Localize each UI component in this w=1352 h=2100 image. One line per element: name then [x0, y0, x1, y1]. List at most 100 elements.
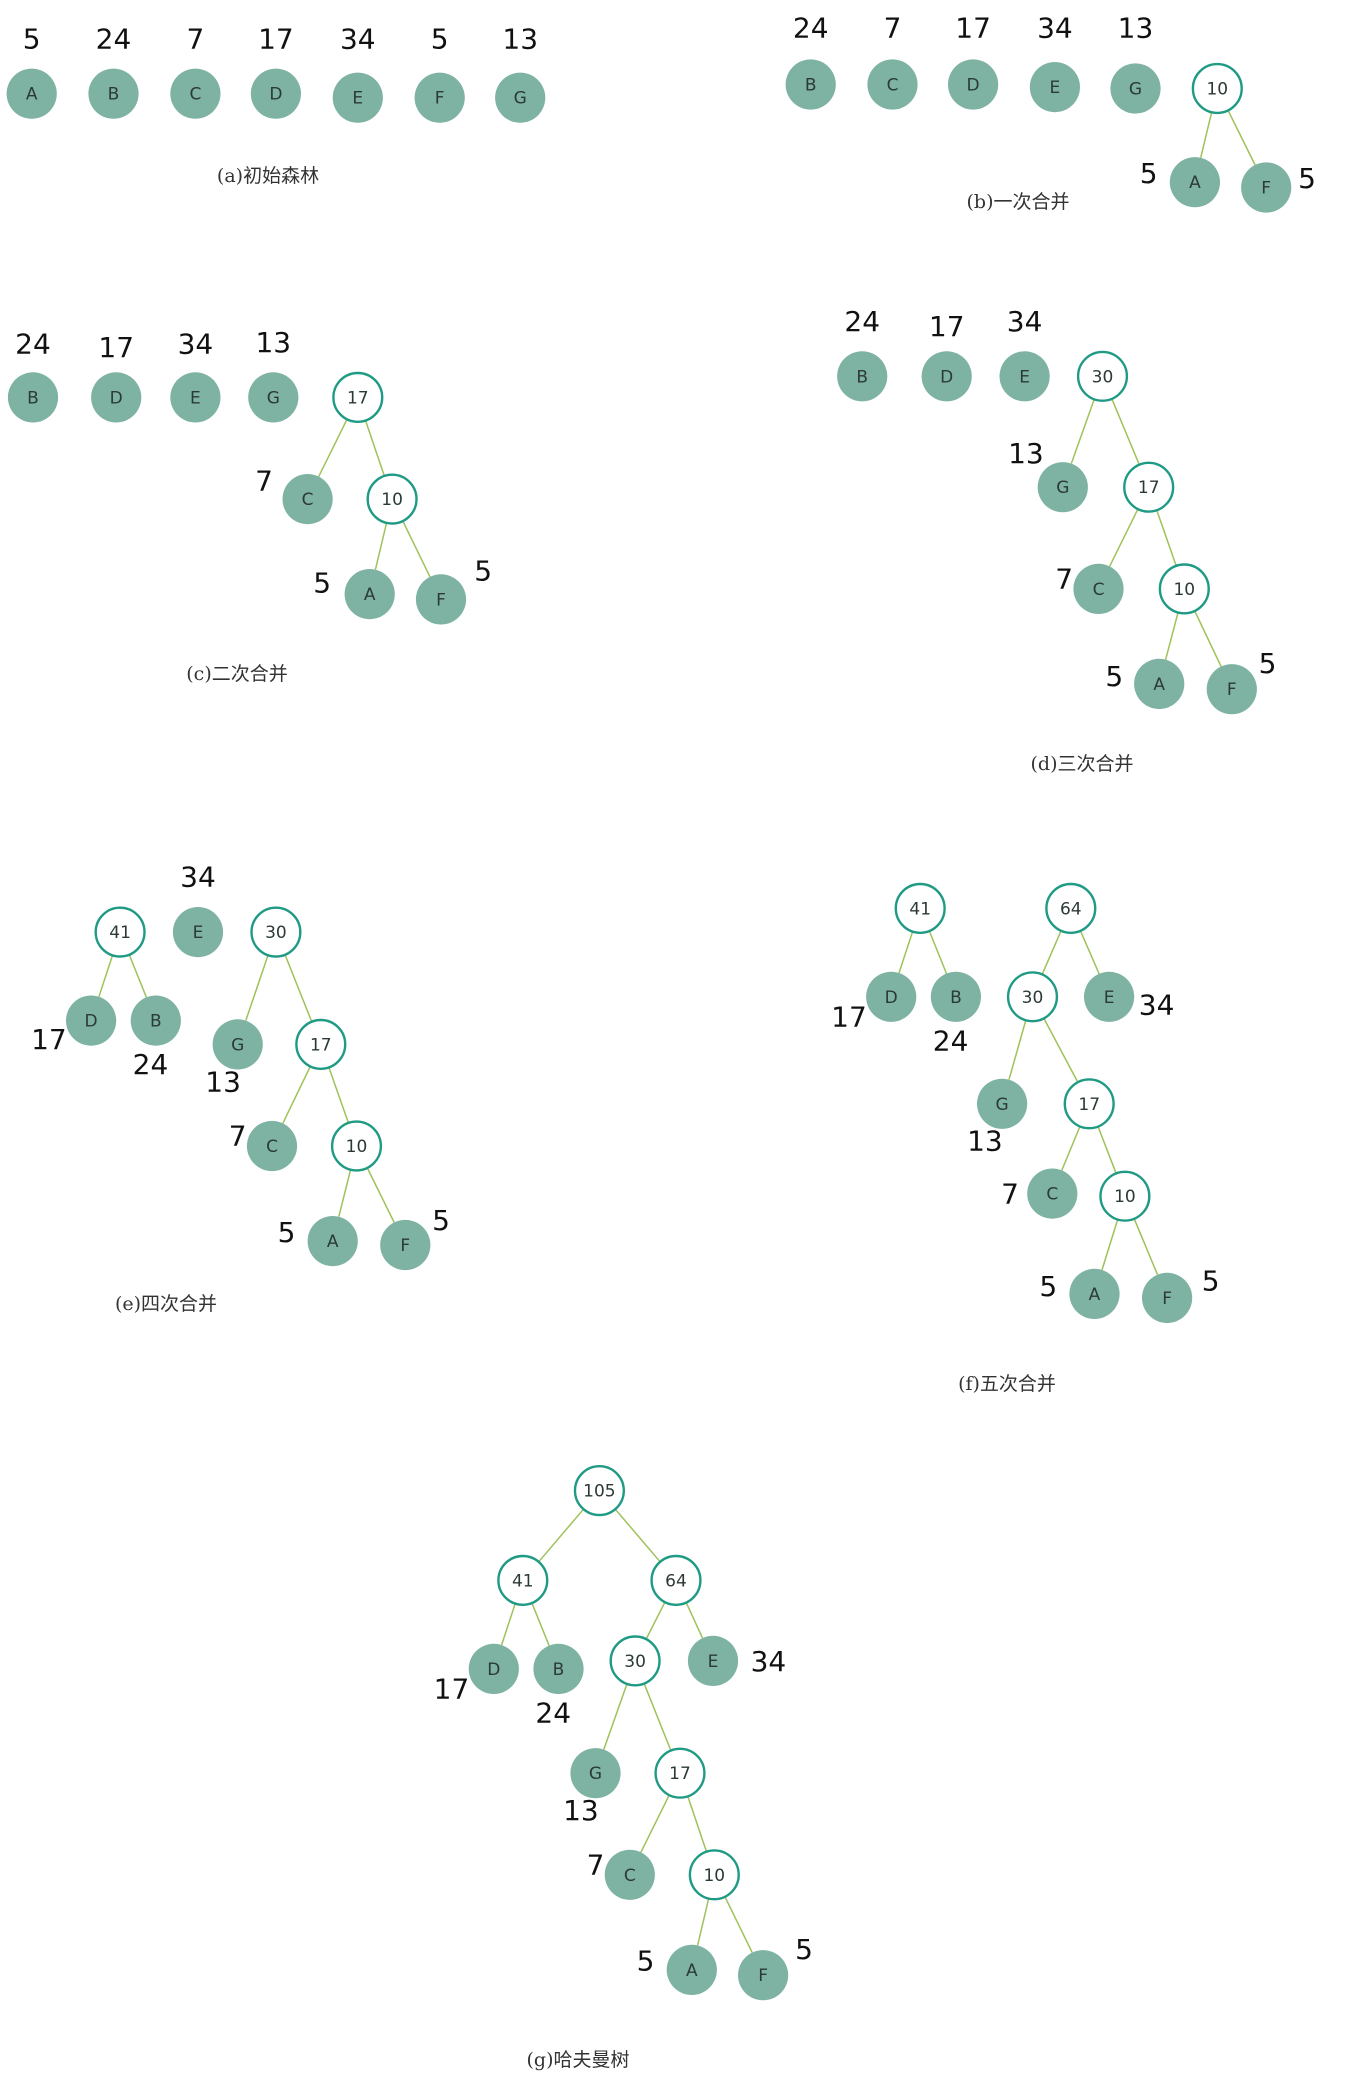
- leaf-node-a-circle: [1069, 1268, 1120, 1319]
- internal-node-10-label: 10: [1206, 80, 1228, 100]
- weight-label-a: 5: [637, 1945, 655, 1978]
- weight-label-f: 5: [1259, 647, 1277, 680]
- edge-n17-n10: [687, 1796, 708, 1852]
- leaf-node-c-label: C: [1046, 1185, 1058, 1205]
- leaf-node-d-circle: [250, 68, 301, 119]
- edge-n17-n10: [328, 1067, 349, 1123]
- leaf-node-c: C7: [229, 1120, 298, 1172]
- internal-node-10: 10: [1099, 1170, 1151, 1222]
- leaf-node-c: C7: [1055, 562, 1124, 615]
- leaf-node-b-circle: [533, 1643, 584, 1694]
- edge-n10-F: [1194, 611, 1222, 667]
- weight-label-b: 24: [933, 1024, 969, 1057]
- leaf-node-f: F5: [1206, 647, 1277, 715]
- internal-node-10-label: 10: [1173, 580, 1195, 600]
- weight-label-d: 17: [98, 331, 134, 364]
- internal-node-10-circle: [1191, 62, 1243, 115]
- leaf-node-e-circle: [999, 351, 1050, 402]
- leaf-node-d-circle: [91, 372, 142, 423]
- internal-node-41-label: 41: [909, 899, 931, 919]
- leaf-node-b-label: B: [950, 988, 962, 1008]
- leaf-node-g: G 13: [1110, 12, 1161, 114]
- leaf-node-a-label: A: [686, 1961, 698, 1981]
- leaf-node-e: E 34: [1084, 971, 1174, 1022]
- leaf-node-f-label: F: [1261, 179, 1271, 199]
- internal-node-30-label: 30: [624, 1652, 646, 1672]
- weight-label-b: 24: [535, 1696, 571, 1729]
- leaf-node-e-label: E: [352, 89, 363, 109]
- internal-node-105: 105: [573, 1464, 625, 1517]
- leaf-node-d: D 17: [434, 1643, 519, 1706]
- weight-label-c: 7: [1055, 562, 1073, 595]
- edge-n10-F: [1133, 1219, 1159, 1275]
- internal-node-10-label: 10: [703, 1866, 725, 1886]
- weight-label-c: 7: [186, 22, 204, 55]
- leaf-node-g-label: G: [589, 1764, 602, 1784]
- internal-node-10-circle: [688, 1849, 740, 1901]
- leaf-node-b-label: B: [856, 367, 868, 387]
- leaf-node-c-label: C: [624, 1866, 636, 1886]
- leaf-node-a-circle: [1134, 658, 1185, 710]
- leaf-node-b: B 24: [930, 971, 982, 1057]
- edge-n10-A: [696, 1899, 710, 1946]
- internal-node-30: 30: [1006, 971, 1059, 1023]
- caption-d: (d)三次合并: [1031, 753, 1134, 775]
- internal-node-64-circle: [650, 1554, 702, 1606]
- leaf-node-f-label: F: [758, 1966, 768, 1986]
- leaf-node-c-circle: [170, 68, 221, 119]
- weight-label-d: 17: [831, 1001, 867, 1034]
- leaf-node-f-label: F: [436, 590, 446, 610]
- weight-label-c: 7: [587, 1848, 605, 1881]
- leaf-node-g-label: G: [267, 388, 280, 408]
- internal-node-10-label: 10: [381, 490, 403, 510]
- internal-node-64-label: 64: [1060, 899, 1082, 919]
- internal-node-41-circle: [497, 1554, 549, 1606]
- internal-node-10-circle: [330, 1120, 383, 1172]
- internal-node-41: 41: [497, 1554, 549, 1606]
- leaf-node-e-circle: [172, 907, 224, 958]
- edge-n10-A: [374, 523, 388, 570]
- leaf-node-f-circle: [738, 1950, 789, 2001]
- leaf-node-e: E 34: [999, 305, 1050, 402]
- leaf-node-d-label: D: [110, 388, 123, 408]
- edge-n30-G: [1070, 399, 1095, 464]
- weight-label-b: 24: [96, 22, 132, 55]
- leaf-node-b-label: B: [805, 76, 817, 96]
- leaf-node-e-circle: [170, 372, 221, 423]
- edge-n10-F: [366, 1168, 395, 1223]
- weight-label-c: 7: [884, 12, 902, 45]
- leaf-node-e: E 34: [170, 327, 221, 423]
- internal-node-10: 10: [1158, 563, 1210, 615]
- leaf-node-e-label: E: [1050, 78, 1061, 98]
- leaf-node-e-circle: [687, 1635, 739, 1686]
- leaf-node-c-label: C: [887, 76, 899, 96]
- leaf-node-c-label: C: [189, 85, 201, 105]
- leaf-node-d: D 17: [250, 22, 301, 119]
- internal-node-64: 64: [1045, 882, 1097, 934]
- weight-label-a: 5: [313, 566, 331, 599]
- weight-label-g: 13: [1118, 12, 1154, 45]
- internal-node-10-circle: [366, 473, 418, 525]
- leaf-node-b: B 24: [785, 12, 836, 110]
- leaf-node-f-circle: [380, 1219, 431, 1271]
- leaf-node-a: A5: [278, 1216, 358, 1267]
- weight-label-e: 34: [751, 1645, 787, 1678]
- leaf-node-b-label: B: [108, 85, 120, 105]
- leaf-node-d-label: D: [885, 988, 898, 1008]
- internal-node-30-label: 30: [1092, 367, 1114, 387]
- weight-label-f: 5: [795, 1933, 813, 1966]
- leaf-node-g: G 13: [1008, 437, 1088, 513]
- leaf-node-g-circle: [1110, 63, 1161, 114]
- leaf-node-b-circle: [130, 995, 181, 1046]
- leaf-node-c: C7: [587, 1848, 655, 1900]
- leaf-node-g-label: G: [514, 89, 527, 109]
- weight-label-d: 17: [434, 1673, 470, 1706]
- edge-n10-F: [1227, 110, 1256, 166]
- weight-label-g: 13: [967, 1125, 1003, 1158]
- leaf-node-e-circle: [1084, 971, 1135, 1022]
- leaf-node-f-circle: [414, 72, 465, 123]
- weight-label-a: 5: [1039, 1270, 1057, 1303]
